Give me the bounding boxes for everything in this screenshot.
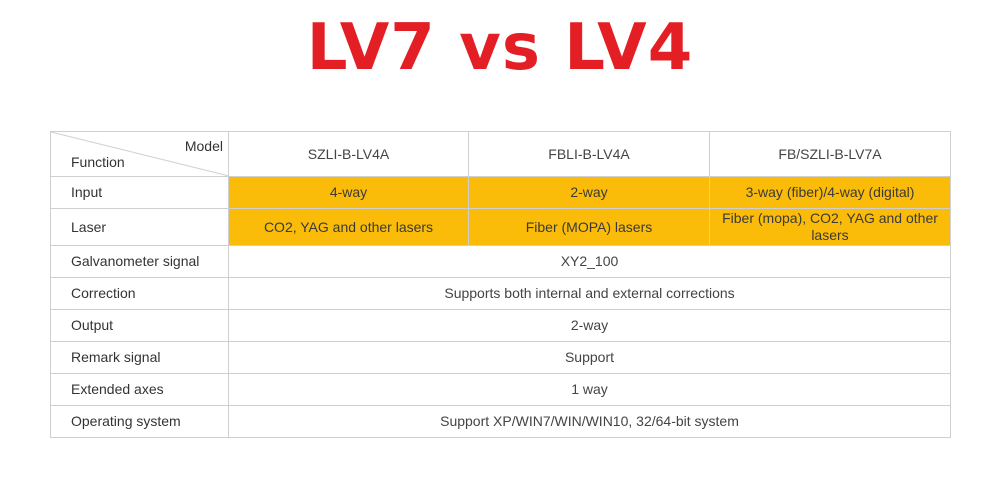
row-label-input: Input <box>50 176 229 209</box>
cell-extended-axes: 1 way <box>228 373 951 406</box>
corner-model-label: Model <box>184 138 223 154</box>
header-corner-cell: Model Function <box>50 131 229 177</box>
page-title: LV7 vs LV4 <box>306 11 694 85</box>
cell-input-lv4a: 4-way <box>228 176 469 209</box>
table-row-galvanometer: Galvanometer signal XY2_100 <box>50 245 951 278</box>
cell-remark-signal: Support <box>228 341 951 374</box>
row-label-output: Output <box>50 309 229 342</box>
cell-output: 2-way <box>228 309 951 342</box>
row-label-extended-axes: Extended axes <box>50 373 229 406</box>
table-header-row: Model Function SZLI-B-LV4A FBLI-B-LV4A F… <box>50 131 951 177</box>
diagonal-divider <box>51 132 229 176</box>
cell-laser-fbli-lv4a: Fiber (MOPA) lasers <box>468 208 710 246</box>
comparison-table: Model Function SZLI-B-LV4A FBLI-B-LV4A F… <box>50 131 951 438</box>
table-row-remark-signal: Remark signal Support <box>50 341 951 374</box>
cell-laser-lv4a: CO2, YAG and other lasers <box>228 208 469 246</box>
model-header-fbli-b-lv4a: FBLI-B-LV4A <box>468 131 710 177</box>
cell-input-fbli-lv4a: 2-way <box>468 176 710 209</box>
row-label-operating-system: Operating system <box>50 405 229 438</box>
row-label-laser: Laser <box>50 208 229 246</box>
cell-galvanometer: XY2_100 <box>228 245 951 278</box>
cell-operating-system: Support XP/WIN7/WIN/WIN10, 32/64-bit sys… <box>228 405 951 438</box>
table-row-operating-system: Operating system Support XP/WIN7/WIN/WIN… <box>50 405 951 438</box>
table-row-output: Output 2-way <box>50 309 951 342</box>
cell-laser-lv7a: Fiber (mopa), CO2, YAG and other lasers <box>709 208 951 246</box>
cell-input-lv7a: 3-way (fiber)/4-way (digital) <box>709 176 951 209</box>
row-label-correction: Correction <box>50 277 229 310</box>
row-label-remark-signal: Remark signal <box>50 341 229 374</box>
table-row-input: Input 4-way 2-way 3-way (fiber)/4-way (d… <box>50 176 951 209</box>
model-header-szli-b-lv4a: SZLI-B-LV4A <box>228 131 469 177</box>
table-row-laser: Laser CO2, YAG and other lasers Fiber (M… <box>50 208 951 246</box>
row-label-galvanometer: Galvanometer signal <box>50 245 229 278</box>
cell-correction: Supports both internal and external corr… <box>228 277 951 310</box>
corner-function-label: Function <box>71 154 125 170</box>
model-header-fb-szli-b-lv7a: FB/SZLI-B-LV7A <box>709 131 951 177</box>
table-row-extended-axes: Extended axes 1 way <box>50 373 951 406</box>
table-row-correction: Correction Supports both internal and ex… <box>50 277 951 310</box>
